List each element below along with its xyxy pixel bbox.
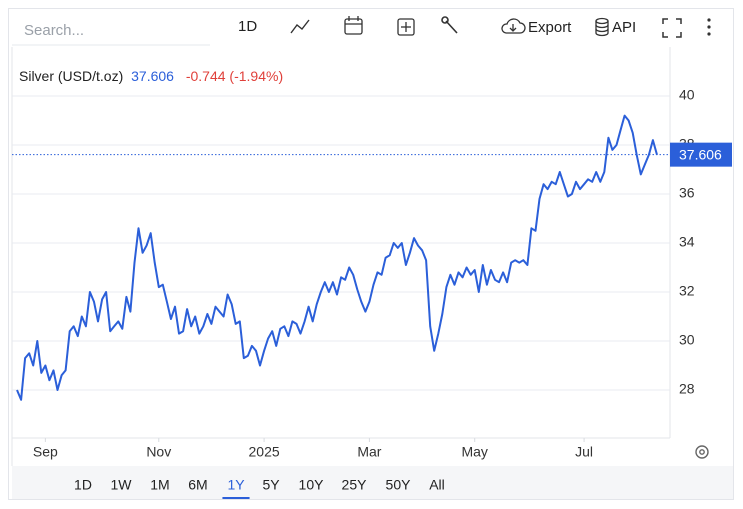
tools-icon[interactable] (441, 16, 458, 34)
export-button[interactable]: Export (528, 19, 572, 36)
y-tick-label: 40 (679, 87, 695, 103)
export-icon[interactable] (501, 18, 526, 34)
menu-icon[interactable] (707, 18, 711, 36)
add-icon[interactable] (397, 18, 415, 36)
y-tick-label: 30 (679, 332, 695, 348)
range-buttons: 1D 1W 1M 6M 1Y 5Y 10Y 25Y 50Y All (74, 477, 445, 499)
x-tick-label: Jul (575, 444, 593, 460)
range-button[interactable]: 1Y (227, 477, 245, 493)
interval-button[interactable]: 1D (238, 18, 257, 35)
price-tag (670, 142, 732, 167)
y-tick-label: 28 (679, 381, 695, 397)
range-button[interactable]: 50Y (386, 477, 412, 493)
range-bar (12, 466, 733, 499)
chart-type-icon[interactable] (290, 19, 310, 34)
settings-icon[interactable] (695, 445, 709, 459)
price-change: -0.744 (-1.94%) (186, 68, 283, 84)
calendar-icon[interactable] (344, 16, 363, 35)
search-box[interactable] (12, 14, 210, 46)
range-button[interactable]: 1M (150, 477, 169, 493)
plot: 28303234363840SepNov2025MarMayJul37.606 (12, 87, 732, 460)
range-button[interactable]: 5Y (262, 477, 280, 493)
x-tick-label: Sep (33, 444, 58, 460)
series-title: Silver (USD/t.oz) (19, 68, 123, 84)
y-tick-label: 36 (679, 185, 695, 201)
range-button[interactable]: 1W (111, 477, 133, 493)
fullscreen-icon[interactable] (662, 18, 682, 38)
search-placeholder[interactable]: Search... (24, 22, 84, 39)
price-tag-label: 37.606 (679, 146, 722, 162)
range-button[interactable]: 6M (188, 477, 207, 493)
x-tick-label: Nov (146, 444, 171, 460)
range-button[interactable]: 1D (74, 477, 92, 493)
price-line (16, 114, 658, 401)
api-icon[interactable] (595, 17, 609, 37)
range-button[interactable]: All (429, 477, 445, 493)
last-price: 37.606 (131, 68, 174, 84)
api-button[interactable]: API (612, 19, 636, 36)
x-tick-label: May (461, 444, 487, 460)
range-button[interactable]: 25Y (342, 477, 368, 493)
legend: Silver (USD/t.oz) 37.606 -0.744 (-1.94%) (19, 68, 283, 84)
y-tick-label: 34 (679, 234, 695, 250)
y-tick-label: 32 (679, 283, 695, 299)
range-button[interactable]: 10Y (299, 477, 325, 493)
x-tick-label: Mar (357, 444, 381, 460)
x-tick-label: 2025 (249, 444, 280, 460)
frame (8, 8, 734, 500)
